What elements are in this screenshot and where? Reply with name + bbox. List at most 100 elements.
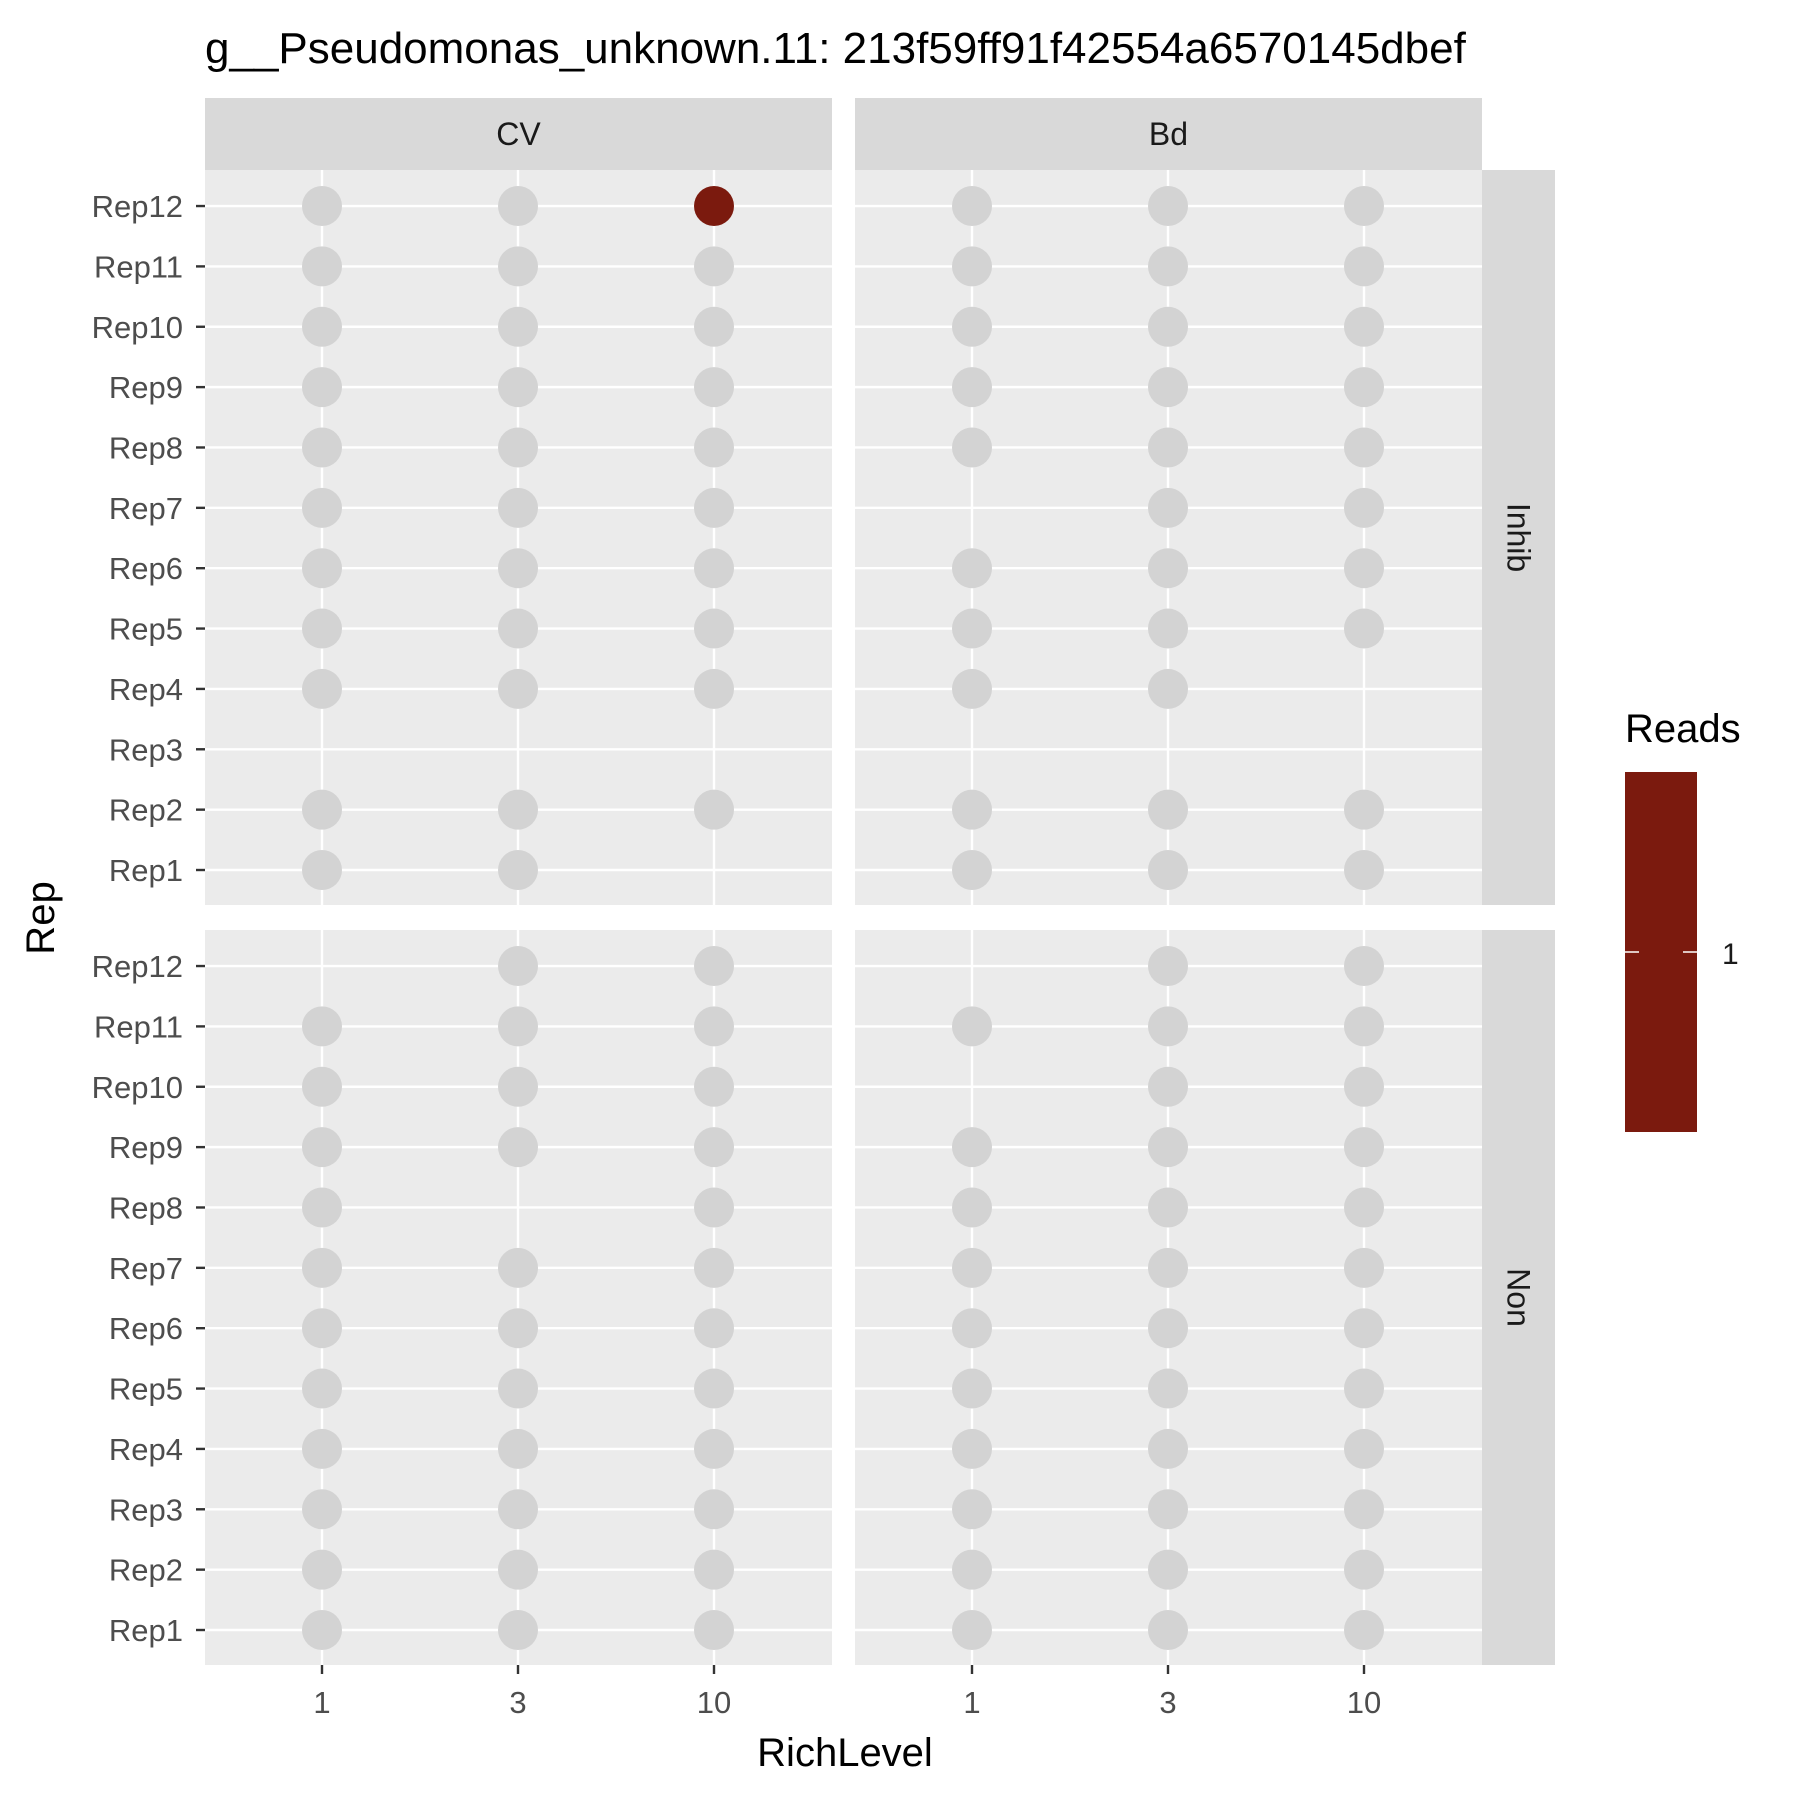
column-strip-label-cv: CV (496, 116, 541, 152)
data-point (1344, 306, 1384, 347)
data-point (1344, 1187, 1384, 1228)
data-point (1148, 1489, 1188, 1530)
data-point (694, 1187, 734, 1228)
data-point (1344, 1127, 1384, 1168)
data-point (1148, 789, 1188, 830)
data-point (498, 1127, 538, 1168)
data-point (952, 186, 992, 227)
y-tick-label: Rep4 (109, 672, 183, 707)
y-tick-label: Rep3 (109, 732, 183, 767)
x-tick-label: 1 (313, 1685, 330, 1720)
data-point (1148, 1187, 1188, 1228)
data-point (694, 1247, 734, 1288)
data-point (952, 1308, 992, 1349)
data-point (952, 1549, 992, 1590)
data-point (302, 186, 342, 227)
legend-title: Reads (1625, 707, 1741, 751)
x-tick-label: 1 (963, 1685, 980, 1720)
data-point (302, 427, 342, 468)
data-point (302, 1247, 342, 1288)
data-point (1148, 1549, 1188, 1590)
data-point (302, 1549, 342, 1590)
x-axis-title: RichLevel (757, 1731, 933, 1775)
column-strip-cv (205, 98, 832, 170)
data-point (694, 608, 734, 649)
data-point (498, 1489, 538, 1530)
data-point (1344, 1066, 1384, 1107)
data-point (694, 427, 734, 468)
data-point (1148, 1428, 1188, 1469)
data-point (302, 1368, 342, 1409)
data-point (498, 946, 538, 987)
data-point (1148, 246, 1188, 287)
data-point (694, 487, 734, 528)
data-point (1344, 487, 1384, 528)
data-point (1148, 487, 1188, 528)
data-point (694, 1127, 734, 1168)
data-point (1148, 427, 1188, 468)
data-point (498, 1006, 538, 1047)
data-point (498, 548, 538, 589)
data-point (952, 1127, 992, 1168)
data-point (498, 487, 538, 528)
data-point (302, 1308, 342, 1349)
data-point (498, 1247, 538, 1288)
y-tick-label: Rep1 (109, 853, 183, 888)
data-point (952, 789, 992, 830)
legend: Reads 1 (1625, 707, 1741, 1132)
panel-bd-inhib (855, 170, 1482, 905)
y-tick-label: Rep6 (109, 1311, 183, 1346)
data-point (1344, 246, 1384, 287)
data-point (694, 1368, 734, 1409)
data-point (694, 1006, 734, 1047)
data-point (952, 1610, 992, 1650)
data-point (694, 548, 734, 589)
data-point (1148, 548, 1188, 589)
y-tick-label: Rep1 (109, 1613, 183, 1648)
data-point (498, 246, 538, 287)
y-tick-label: Rep7 (109, 1251, 183, 1286)
panels-layer: CV Bd Inhib Non Rep1 Rep2 Rep3 Rep4 Rep5 Rep6 Rep7… (92, 98, 1555, 1720)
data-point (498, 1066, 538, 1107)
data-point (952, 1006, 992, 1047)
row-strip-label-inhib: Inhib (1501, 503, 1537, 572)
data-point (1344, 186, 1384, 227)
data-point (1344, 789, 1384, 830)
data-point (694, 668, 734, 709)
data-point (694, 789, 734, 830)
y-tick-label: Rep2 (109, 793, 183, 828)
y-tick-label: Rep9 (109, 370, 183, 405)
data-point (1148, 1006, 1188, 1047)
y-tick-label: Rep5 (109, 612, 183, 647)
data-point (1344, 1247, 1384, 1288)
data-point (302, 789, 342, 830)
data-point (302, 548, 342, 589)
data-point (498, 850, 538, 890)
data-point (302, 1187, 342, 1228)
data-point (1344, 946, 1384, 987)
data-point (498, 789, 538, 830)
column-strip-bd (855, 98, 1482, 170)
y-tick-label: Rep7 (109, 491, 183, 526)
data-point (498, 1610, 538, 1650)
data-point (1344, 1489, 1384, 1530)
panel-cv-inhib (205, 170, 832, 905)
legend-tick-label: 1 (1722, 938, 1739, 971)
data-point (952, 1187, 992, 1228)
data-point (302, 850, 342, 890)
panel-cv-non (205, 930, 832, 1665)
y-tick-label: Rep4 (109, 1432, 183, 1467)
data-point (302, 668, 342, 709)
data-point (952, 246, 992, 287)
data-point (694, 306, 734, 347)
data-point (1344, 1610, 1384, 1650)
y-tick-label: Rep6 (109, 551, 183, 586)
data-point (498, 367, 538, 408)
data-point (952, 668, 992, 709)
data-point (1344, 1308, 1384, 1349)
x-tick-label: 3 (509, 1685, 526, 1720)
data-point (952, 367, 992, 408)
data-point (302, 487, 342, 528)
data-point (694, 1308, 734, 1349)
